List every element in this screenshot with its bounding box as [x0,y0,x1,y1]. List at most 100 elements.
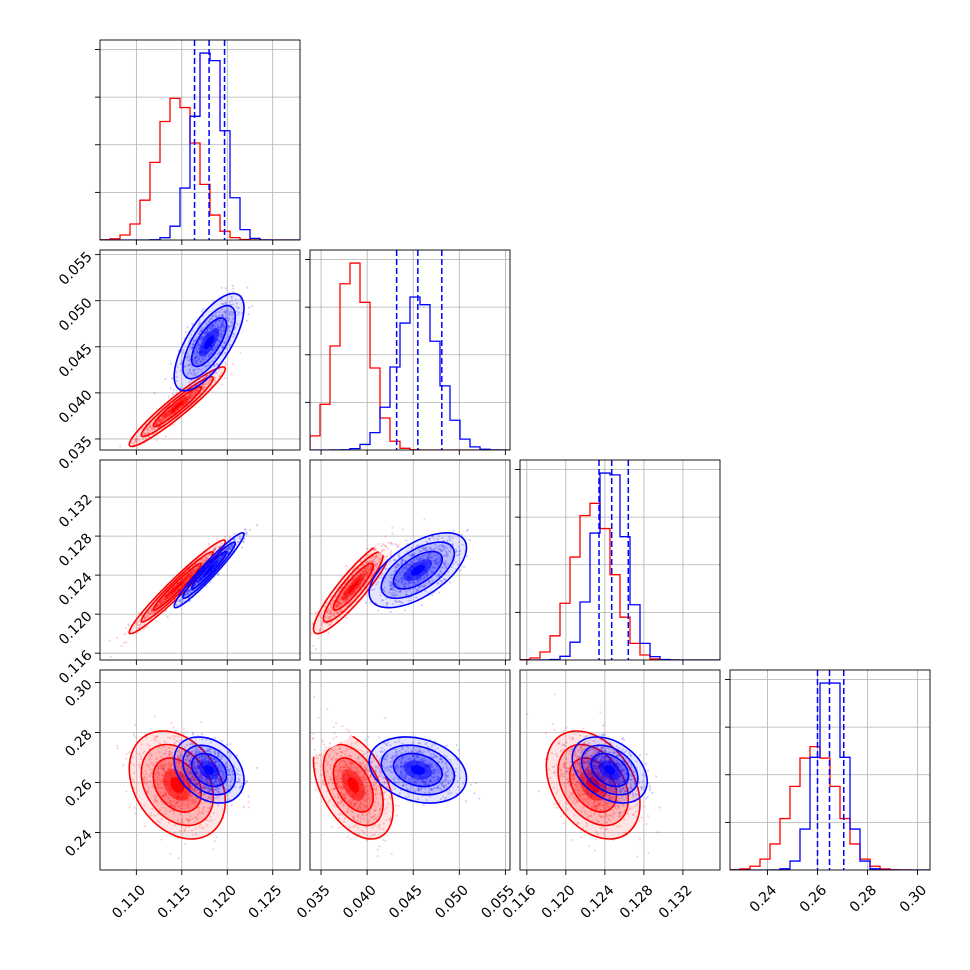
sample-point [196,350,199,353]
sample-point [146,427,149,431]
sample-point [192,393,195,397]
sample-point [162,417,165,420]
sample-point [380,544,383,548]
sample-point [208,354,211,357]
sample-point [196,351,199,354]
sample-point [206,364,209,367]
sample-point [236,307,240,310]
sample-point [438,591,441,594]
sample-point [204,376,207,379]
sample-point [155,420,159,424]
sample-point [381,549,384,552]
sample-point [200,326,203,329]
contour-line [128,366,227,448]
sample-point [225,316,228,320]
sample-point [200,329,203,333]
sample-point [143,824,146,828]
sample-point [164,418,167,421]
sample-point [123,641,126,644]
sample-point [191,343,194,346]
sample-point [218,320,221,323]
sample-point [206,374,209,377]
sample-point [224,287,227,290]
sample-point [161,416,164,419]
sample-point [199,337,202,341]
sample-point [401,528,404,531]
sample-point [204,333,207,336]
sample-point [389,551,392,555]
sample-point [209,317,212,320]
sample-point [196,368,200,371]
sample-point [195,373,198,377]
sample-point [223,341,226,345]
sample-point [221,346,224,349]
sample-point [205,374,208,378]
sample-point [135,438,138,441]
sample-point [431,593,434,597]
sample-point [227,318,230,321]
sample-point [224,361,227,364]
sample-point [184,364,187,368]
sample-point [163,418,166,421]
sample-point [195,391,198,395]
sample-point [201,335,204,339]
sample-point [452,529,455,532]
sample-point [201,309,204,313]
sample-point [213,548,216,551]
sample-point [193,393,197,396]
sample-point [210,370,214,373]
sample-point [224,364,227,367]
sample-point [190,392,193,395]
sample-point [383,544,386,547]
sample-point [166,615,169,619]
sample-point [194,391,197,394]
sample-point [220,314,223,317]
sample-point [169,362,173,365]
sample-point [188,393,191,396]
sample-point [214,347,217,350]
sample-point [317,637,320,640]
sample-point [251,304,254,308]
sample-point [204,322,207,325]
sample-point [201,336,204,339]
sample-point [211,323,214,326]
sample-point [220,302,223,305]
sample-point [208,361,211,364]
sample-point [200,386,203,389]
sample-point [204,355,207,358]
sample-point [204,375,207,378]
sample-point [209,377,212,380]
sample-point [215,316,218,319]
sample-point [243,528,246,531]
sample-point [215,363,218,366]
sample-point [144,437,148,440]
sample-point [194,339,198,342]
sample-point [125,790,128,793]
sample-point [179,583,182,586]
sample-point [200,336,203,339]
sample-point [150,426,154,429]
sample-point [223,311,226,314]
y-tick-label: 0.116 [56,647,96,687]
sample-point [193,353,196,356]
y-tick-label: 0.055 [56,249,96,289]
panel-frame [99,39,301,241]
sample-point [170,721,173,724]
panel-2-1 [309,459,511,665]
sample-point [222,340,226,343]
sample-point [192,339,196,342]
sample-point [220,325,223,329]
sample-point [127,624,130,627]
sample-point [386,554,389,557]
sample-point [198,332,201,335]
sample-point [211,323,215,327]
sample-point [216,343,219,346]
sample-point [203,331,206,334]
sample-point [235,310,238,313]
sample-point [203,387,206,390]
sample-point [150,428,154,431]
sample-point [189,401,192,404]
sample-point [216,324,220,327]
sample-point [143,433,146,436]
sample-point [146,431,149,434]
